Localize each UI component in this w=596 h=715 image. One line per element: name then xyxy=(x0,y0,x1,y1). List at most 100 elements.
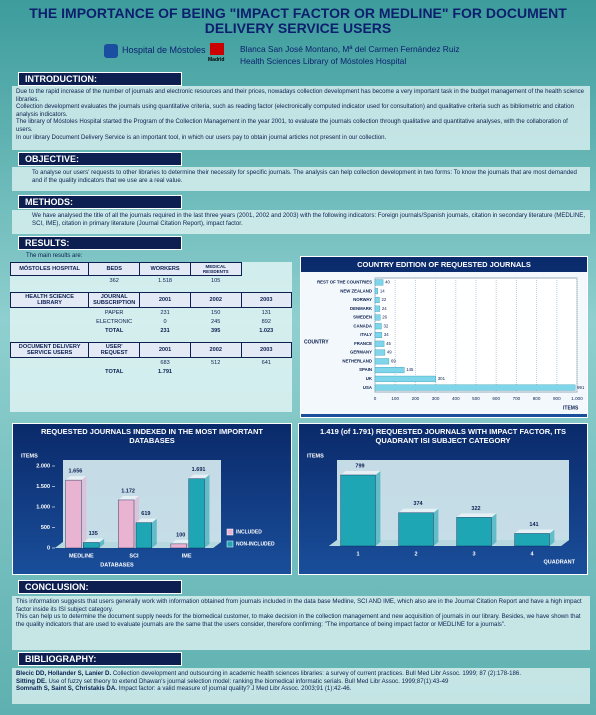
data-label: 619 xyxy=(141,511,150,517)
bar xyxy=(135,522,153,549)
results-table: MÓSTOLES HOSPITAL BEDS WORKERS MEDICAL RESI… xyxy=(9,262,293,376)
legend-swatch xyxy=(226,528,234,536)
bar-side xyxy=(151,518,157,548)
y-tick-label: ITALY xyxy=(360,332,372,337)
y-tick-label: REST OF THE COUNTRIES xyxy=(317,280,372,285)
chart: ITEMS QUADRANT 1 799 2 374 3 322 4 141 xyxy=(307,453,576,565)
intro-text: Due to the rapid increase of the number … xyxy=(12,86,590,150)
x-tick-label: 4 xyxy=(530,551,534,557)
chart-title: 1.419 (of 1.791) REQUESTED JOURNALS WITH… xyxy=(319,427,566,445)
bar xyxy=(188,478,205,549)
data-label: 14 xyxy=(380,288,385,293)
x-tick-label: 200 xyxy=(412,396,420,401)
ref-authors: Sitting DE. xyxy=(16,677,47,685)
section-heading: RESULTS: xyxy=(18,236,182,250)
paragraph: In our library Document Delivery Service… xyxy=(16,133,387,141)
cell: 395 xyxy=(211,327,221,334)
results-intro: The main results are: xyxy=(26,253,83,259)
cell: TOTAL xyxy=(105,327,124,334)
y-tick-label: SWEDEN xyxy=(353,315,372,320)
bar-top xyxy=(398,508,439,513)
cell: 512 xyxy=(211,359,221,366)
bar-top xyxy=(188,474,210,479)
bar-side xyxy=(375,470,381,546)
methods-text: We have analysed the title of all the jo… xyxy=(12,210,590,234)
y-axis-label: ITEMS xyxy=(21,453,38,459)
cell: 683 xyxy=(160,359,170,366)
ref-authors: Blecic DD, Hollander S, Lanier D. xyxy=(16,670,112,677)
bar xyxy=(170,543,187,549)
authors: Blanca San José Montano, Mª del Carmen F… xyxy=(240,44,460,54)
bar xyxy=(374,367,405,374)
y-tick-label: USA xyxy=(363,385,372,390)
x-tick-label: 1.000 xyxy=(571,396,583,401)
cell: 2003 xyxy=(240,292,293,308)
cell: BEDS xyxy=(88,262,141,276)
cell: ELECTRONIC xyxy=(96,318,133,325)
data-label: 40 xyxy=(385,280,390,285)
bibliography-text: Blecic DD, Hollander S, Lanier D. Collec… xyxy=(12,668,590,704)
chart-title: REQUESTED JOURNALS INDEXED IN THE MOST I… xyxy=(41,427,263,445)
y-tick-label: UK xyxy=(366,376,373,381)
data-label: 1.172 xyxy=(121,488,135,494)
cell: MÓSTOLES HOSPITAL xyxy=(9,262,90,276)
bar xyxy=(374,375,437,382)
x-tick-label: 800 xyxy=(533,396,541,401)
bar-side xyxy=(99,538,105,548)
x-tick-label: IME xyxy=(182,553,192,559)
data-label: 34 xyxy=(384,332,389,337)
cell: HEALTH SCIENCE LIBRARY xyxy=(9,292,90,308)
data-label: 141 xyxy=(529,522,538,528)
data-label: 322 xyxy=(471,506,480,512)
bar-top xyxy=(170,539,192,544)
cell: WORKERS xyxy=(139,262,191,276)
x-tick-label: 100 xyxy=(391,396,399,401)
data-label: 301 xyxy=(438,376,446,381)
x-axis-label: DATABASES xyxy=(100,562,134,568)
bar-side xyxy=(491,513,497,546)
paragraph: Collection development evaluates the jou… xyxy=(16,103,574,118)
bar xyxy=(340,474,376,547)
y-tick-label: NEW ZEALAND xyxy=(340,288,372,293)
y-tick-label: 2.000 xyxy=(36,463,50,469)
cell: 231 xyxy=(160,309,170,316)
y-tick-label: 0 xyxy=(47,545,50,551)
chart-panel: COUNTRY EDITION OF REQUESTED JOURNALS CO… xyxy=(300,256,588,418)
bar xyxy=(65,479,82,549)
x-tick-label: 500 xyxy=(472,396,480,401)
objective-text: To analyse our users' requests to other … xyxy=(12,167,590,191)
bar xyxy=(456,517,492,547)
bar xyxy=(374,305,381,312)
cell: 1.518 xyxy=(158,277,173,284)
chart: COUNTRY ITEMS 0 100 200 300 400 500 600 700 800 9… xyxy=(301,272,587,414)
x-axis-label: QUADRANT xyxy=(544,559,576,565)
data-label: 32 xyxy=(383,323,388,328)
plot-back xyxy=(329,460,569,546)
section-heading: BIBLIOGRAPHY: xyxy=(18,652,182,666)
bar xyxy=(374,349,386,356)
bar-top xyxy=(136,518,157,523)
cell: 0 xyxy=(163,318,167,325)
x-tick-label: 2 xyxy=(414,551,417,557)
ref-text: Impact factor: a valid measure of journa… xyxy=(118,685,352,693)
legend-label: NON-INCLUDED xyxy=(236,541,275,547)
paragraph: This information suggests that users gen… xyxy=(16,598,582,613)
bar-side xyxy=(81,476,87,548)
data-label: 22 xyxy=(381,297,386,302)
data-label: 100 xyxy=(176,532,185,538)
y-tick-label: 1.500 xyxy=(36,484,50,490)
reference: Somnath S, Saint S, Christakis DA. Impac… xyxy=(16,685,586,693)
chart-panel: REQUESTED JOURNALS INDEXED IN THE MOST I… xyxy=(12,423,292,575)
section-heading: METHODS: xyxy=(18,195,182,209)
ref-authors: Somnath S, Saint S, Christakis DA. xyxy=(16,685,117,693)
table-area: MÓSTOLES HOSPITAL BEDS WORKERS MEDICAL RESI… xyxy=(9,262,293,412)
y-tick-label: SPAIN xyxy=(359,367,372,372)
cell: 892 xyxy=(261,318,271,325)
reference: Sitting DE. Use of fuzzy set theory to e… xyxy=(16,678,586,686)
cell: TOTAL xyxy=(105,368,124,375)
x-tick-label: SCI xyxy=(129,553,139,559)
bar xyxy=(374,323,382,330)
cell: 2002 xyxy=(189,342,242,358)
data-label: 45 xyxy=(386,341,391,346)
data-label: 991 xyxy=(577,385,585,390)
